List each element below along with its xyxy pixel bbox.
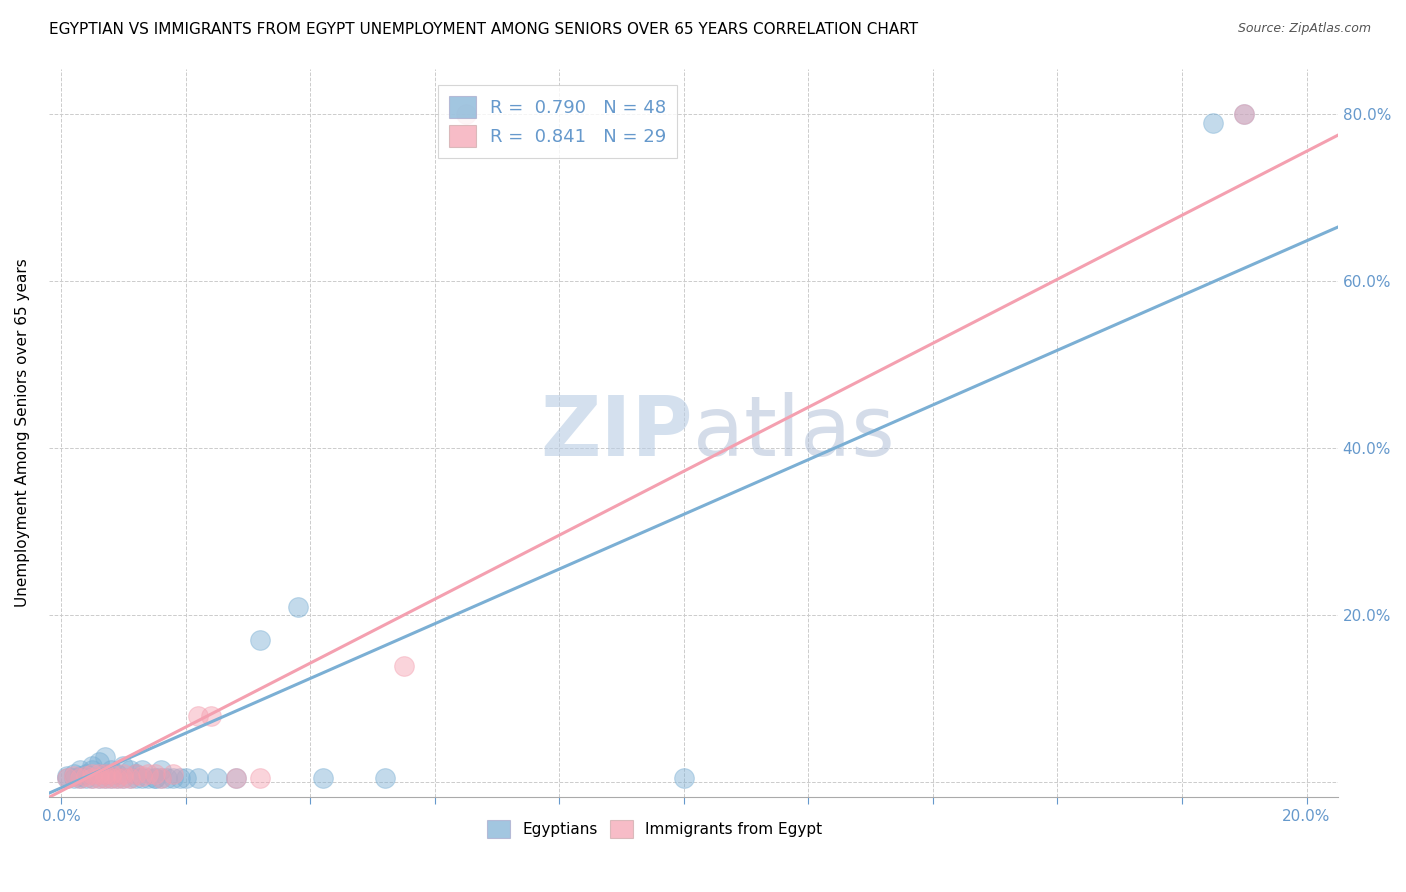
Point — [105, 771, 128, 785]
Point — [75, 769, 97, 783]
Point — [100, 771, 122, 785]
Point — [94, 767, 117, 781]
Point — [1233, 107, 1256, 121]
Point — [118, 771, 141, 785]
Point — [125, 767, 148, 781]
Point — [131, 769, 153, 783]
Point — [82, 771, 104, 785]
Y-axis label: Unemployment Among Seniors over 65 years: Unemployment Among Seniors over 65 years — [15, 259, 30, 607]
Point — [156, 771, 179, 785]
Point — [249, 771, 271, 785]
Point — [87, 755, 110, 769]
Point — [105, 771, 128, 785]
Point — [56, 769, 79, 783]
Point — [82, 767, 104, 781]
Point — [100, 767, 122, 781]
Point — [94, 771, 117, 785]
Point — [100, 771, 122, 785]
Point — [1202, 116, 1225, 130]
Point — [112, 758, 135, 772]
Point — [143, 771, 166, 785]
Point — [392, 658, 415, 673]
Point — [149, 763, 172, 777]
Point — [374, 771, 396, 785]
Point — [143, 771, 166, 785]
Point — [125, 767, 148, 781]
Point — [87, 771, 110, 785]
Point — [69, 771, 91, 785]
Point — [454, 107, 477, 121]
Point — [82, 758, 104, 772]
Point — [138, 771, 160, 785]
Point — [149, 771, 172, 785]
Point — [75, 767, 97, 781]
Point — [200, 708, 222, 723]
Point — [94, 767, 117, 781]
Point — [56, 771, 79, 785]
Point — [287, 600, 309, 615]
Point — [87, 771, 110, 785]
Point — [162, 771, 184, 785]
Point — [225, 771, 247, 785]
Point — [249, 633, 271, 648]
Point — [131, 771, 153, 785]
Point — [62, 769, 84, 783]
Point — [118, 763, 141, 777]
Point — [75, 771, 97, 785]
Point — [187, 771, 209, 785]
Point — [62, 771, 84, 785]
Point — [205, 771, 228, 785]
Text: atlas: atlas — [693, 392, 896, 474]
Point — [69, 769, 91, 783]
Legend: Egyptians, Immigrants from Egypt: Egyptians, Immigrants from Egypt — [481, 814, 828, 845]
Point — [174, 771, 197, 785]
Point — [149, 771, 172, 785]
Point — [187, 708, 209, 723]
Point — [56, 771, 79, 785]
Point — [112, 771, 135, 785]
Text: EGYPTIAN VS IMMIGRANTS FROM EGYPT UNEMPLOYMENT AMONG SENIORS OVER 65 YEARS CORRE: EGYPTIAN VS IMMIGRANTS FROM EGYPT UNEMPL… — [49, 22, 918, 37]
Point — [112, 771, 135, 785]
Point — [87, 767, 110, 781]
Point — [672, 771, 695, 785]
Point — [82, 763, 104, 777]
Point — [69, 771, 91, 785]
Text: Source: ZipAtlas.com: Source: ZipAtlas.com — [1237, 22, 1371, 36]
Point — [100, 763, 122, 777]
Point — [138, 767, 160, 781]
Text: ZIP: ZIP — [541, 392, 693, 474]
Point — [162, 767, 184, 781]
Point — [94, 750, 117, 764]
Point — [125, 771, 148, 785]
Point — [112, 767, 135, 781]
Point — [169, 771, 191, 785]
Point — [118, 771, 141, 785]
Point — [1233, 107, 1256, 121]
Point — [312, 771, 335, 785]
Point — [94, 771, 117, 785]
Point — [225, 771, 247, 785]
Point — [62, 767, 84, 781]
Point — [105, 767, 128, 781]
Point — [143, 767, 166, 781]
Point — [131, 763, 153, 777]
Point — [82, 771, 104, 785]
Point — [69, 763, 91, 777]
